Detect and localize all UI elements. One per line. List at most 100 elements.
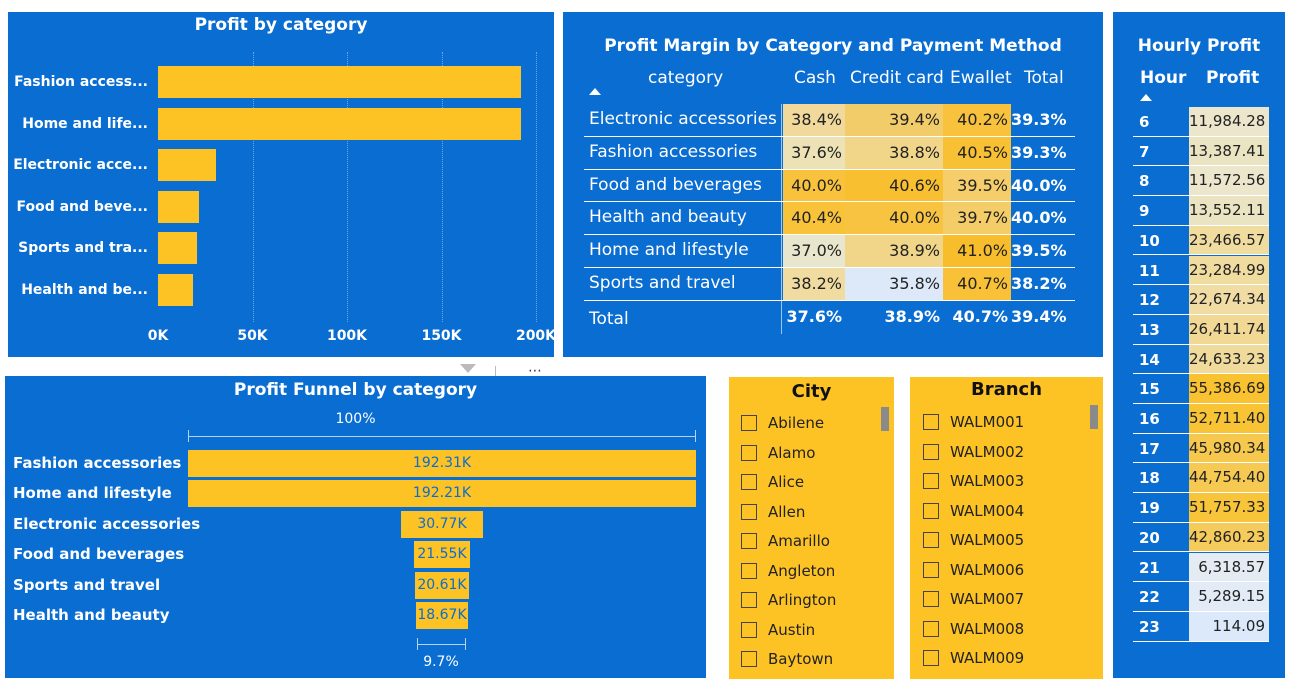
hourly-row[interactable]: 7 13,387.41 (1133, 136, 1269, 167)
matrix-column-header[interactable]: Total (1024, 68, 1064, 88)
branch-item[interactable]: WALM004 (923, 501, 1024, 521)
profit-column-header[interactable]: Profit (1206, 68, 1260, 88)
profit-funnel-panel[interactable]: Profit Funnel by category 100% Fashion a… (5, 376, 706, 678)
bar[interactable] (158, 273, 194, 306)
branch-item[interactable]: WALM005 (923, 530, 1024, 550)
city-scrollbar-thumb[interactable] (881, 407, 889, 431)
city-item[interactable]: Baytown (741, 649, 833, 669)
sort-ascending-icon[interactable] (1140, 94, 1152, 101)
branch-slicer[interactable]: Branch WALM001 WALM002 WALM003 WALM004 WALM0… (910, 377, 1103, 679)
more-options-icon[interactable]: ⋯ (528, 363, 542, 379)
branch-checkbox[interactable] (923, 502, 939, 519)
matrix-row-label[interactable]: Home and lifestyle (589, 240, 749, 261)
bar[interactable] (158, 190, 199, 223)
branch-scrollbar-thumb[interactable] (1090, 405, 1098, 429)
hourly-row[interactable]: 18 44,754.40 (1133, 463, 1269, 494)
funnel-bar[interactable]: 192.21K (188, 480, 696, 508)
matrix-cell[interactable]: 37.6% (783, 136, 845, 169)
bar[interactable] (158, 149, 217, 181)
city-checkbox[interactable] (741, 415, 757, 431)
hourly-profit-panel[interactable]: Hourly Profit Hour Profit 6 11,984.28 7 13,… (1113, 12, 1285, 678)
hourly-row[interactable]: 10 23,466.57 (1133, 225, 1269, 256)
city-slicer[interactable]: City Abilene Alamo Alice Allen Amarillo Angle… (729, 377, 894, 679)
matrix-header-category[interactable]: category (648, 68, 724, 88)
profit-by-category-panel[interactable]: Profit by category 0K 50K 100K 150K 200K Fash… (8, 12, 556, 357)
profit-margin-panel[interactable]: Profit Margin by Category and Payment Me… (563, 12, 1103, 357)
branch-checkbox[interactable] (923, 561, 939, 578)
hourly-row[interactable]: 15 55,386.69 (1133, 374, 1269, 404)
hour-column-header[interactable]: Hour (1140, 68, 1187, 88)
hourly-row[interactable]: 6 11,984.28 (1133, 107, 1269, 137)
hourly-row[interactable]: 23 114.09 (1133, 611, 1269, 642)
matrix-cell[interactable]: 39.4% (845, 104, 943, 136)
branch-item[interactable]: WALM003 (923, 471, 1024, 491)
matrix-cell[interactable]: 40.4% (783, 202, 845, 235)
matrix-cell[interactable]: 40.0% (845, 202, 943, 235)
matrix-cell[interactable]: 38.8% (845, 136, 943, 169)
hourly-row[interactable]: 17 45,980.34 (1133, 433, 1269, 464)
branch-checkbox[interactable] (923, 414, 939, 430)
branch-item[interactable]: WALM002 (923, 442, 1024, 462)
matrix-cell[interactable]: 40.0% (783, 169, 845, 202)
matrix-cell[interactable]: 40.5% (943, 136, 1011, 169)
branch-item[interactable]: WALM001 (923, 412, 1024, 432)
city-checkbox[interactable] (741, 444, 757, 461)
matrix-column-header[interactable]: Ewallet (950, 68, 1012, 88)
funnel-bar[interactable]: 18.67K (416, 602, 468, 629)
city-checkbox[interactable] (741, 592, 757, 608)
hourly-row[interactable]: 21 6,318.57 (1133, 552, 1269, 583)
hourly-row[interactable]: 11 23,284.99 (1133, 255, 1269, 286)
hourly-row[interactable]: 12 22,674.34 (1133, 285, 1269, 315)
bar[interactable] (158, 232, 197, 264)
branch-item[interactable]: WALM007 (923, 589, 1024, 609)
matrix-column-header[interactable]: Credit card (850, 68, 944, 88)
branch-checkbox[interactable] (923, 591, 939, 607)
matrix-column-header[interactable]: Cash (794, 68, 836, 88)
city-item[interactable]: Alice (741, 472, 804, 492)
hourly-row[interactable]: 8 11,572.56 (1133, 166, 1269, 197)
city-checkbox[interactable] (741, 651, 757, 667)
city-checkbox[interactable] (741, 621, 757, 638)
city-item[interactable]: Arlington (741, 590, 836, 610)
hourly-row[interactable]: 16 52,711.40 (1133, 404, 1269, 434)
matrix-cell[interactable]: 40.2% (943, 104, 1011, 136)
city-checkbox[interactable] (741, 474, 757, 490)
matrix-row-label[interactable]: Food and beverages (589, 174, 762, 195)
city-checkbox[interactable] (741, 562, 757, 579)
hourly-row[interactable]: 20 42,860.23 (1133, 522, 1269, 553)
matrix-cell[interactable]: 38.9% (845, 235, 943, 267)
matrix-cell[interactable]: 38.4% (783, 104, 845, 136)
city-item[interactable]: Amarillo (741, 531, 830, 551)
branch-item[interactable]: WALM009 (923, 648, 1024, 668)
hourly-row[interactable]: 9 13,552.11 (1133, 196, 1269, 226)
funnel-bar[interactable]: 21.55K (413, 541, 471, 569)
hourly-row[interactable]: 14 24,633.23 (1133, 344, 1269, 375)
branch-checkbox[interactable] (923, 650, 939, 666)
funnel-bar[interactable]: 192.31K (188, 450, 696, 477)
city-item[interactable]: Austin (741, 620, 815, 640)
matrix-row-label[interactable]: Health and beauty (589, 207, 747, 228)
bar[interactable] (158, 107, 522, 140)
city-item[interactable]: Abilene (741, 413, 824, 433)
city-checkbox[interactable] (741, 533, 757, 549)
branch-item[interactable]: WALM008 (923, 619, 1024, 639)
branch-checkbox[interactable] (923, 620, 939, 637)
funnel-bar[interactable]: 20.61K (414, 571, 470, 599)
branch-checkbox[interactable] (923, 443, 939, 460)
matrix-cell[interactable]: 37.0% (783, 235, 845, 267)
matrix-cell[interactable]: 40.7% (943, 268, 1011, 300)
matrix-row-label[interactable]: Sports and travel (589, 273, 736, 293)
matrix-cell[interactable]: 39.5% (943, 169, 1011, 202)
city-checkbox[interactable] (741, 503, 757, 520)
matrix-row-label[interactable]: Electronic accessories (589, 109, 777, 129)
matrix-cell[interactable]: 39.7% (943, 202, 1011, 235)
hourly-row[interactable]: 13 26,411.74 (1133, 314, 1269, 345)
city-item[interactable]: Angleton (741, 561, 835, 581)
branch-checkbox[interactable] (923, 532, 939, 548)
branch-item[interactable]: WALM006 (923, 560, 1024, 580)
filter-icon[interactable] (460, 364, 476, 373)
matrix-row-label[interactable]: Fashion accessories (589, 141, 758, 162)
city-item[interactable]: Allen (741, 502, 805, 522)
city-item[interactable]: Alamo (741, 443, 815, 463)
matrix-cell[interactable]: 40.6% (845, 169, 943, 202)
